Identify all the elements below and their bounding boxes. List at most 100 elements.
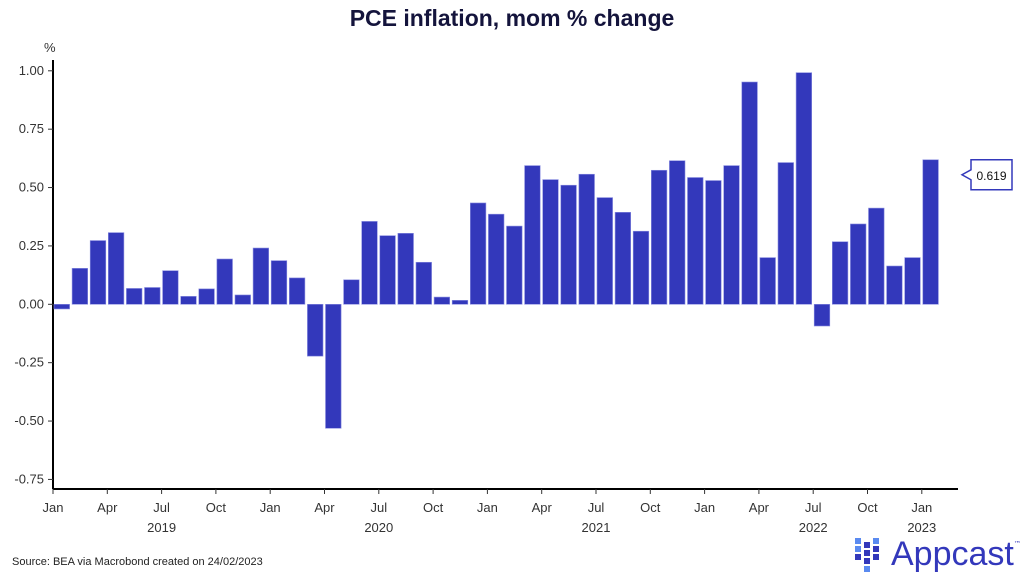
bar: [361, 221, 378, 305]
chart-title: PCE inflation, mom % change: [349, 5, 675, 31]
y-tick-label: 0.25: [19, 238, 44, 253]
y-tick-label: 0.75: [19, 121, 44, 136]
x-year-label: 2023: [907, 520, 936, 535]
bar: [234, 294, 251, 305]
x-year-label: 2021: [582, 520, 611, 535]
x-tick-label: Oct: [640, 500, 661, 515]
logo-square: [855, 538, 861, 544]
bar: [488, 213, 505, 305]
bar: [53, 303, 70, 310]
bar: [741, 81, 758, 305]
bar: [542, 179, 559, 305]
x-tick-label: Jan: [260, 500, 281, 515]
source-note: Source: BEA via Macrobond created on 24/…: [12, 556, 263, 568]
appcast-logo-icon: [855, 536, 885, 572]
bar: [795, 72, 812, 305]
bar: [433, 296, 451, 305]
bar: [451, 300, 469, 305]
x-tick-label: Apr: [532, 500, 553, 515]
x-year-label: 2022: [799, 520, 828, 535]
x-axis: Jan Apr Jul Oct Jan Apr Jul Oct Jan Apr Jul Oct Jan A…: [43, 488, 958, 535]
bar: [813, 303, 831, 327]
x-tick-label: Apr: [749, 500, 770, 515]
bar: [415, 261, 432, 305]
y-tick-label: -0.75: [14, 471, 44, 486]
callout-box: [960, 159, 1013, 191]
x-tick-label: Apr: [97, 500, 118, 515]
y-tick-label: 1.00: [19, 63, 44, 78]
bar: [325, 303, 342, 429]
x-year-label: 2020: [364, 520, 393, 535]
value-callout: 0.619: [960, 159, 1013, 191]
bar: [777, 162, 794, 305]
bar: [307, 303, 324, 357]
x-tick-label: Jul: [588, 500, 605, 515]
bar: [886, 265, 903, 305]
bar: [506, 225, 523, 305]
y-tick-label: -0.25: [14, 355, 44, 370]
x-tick-label: Jan: [911, 500, 932, 515]
bar: [596, 197, 613, 305]
x-tick-label: Jan: [43, 500, 64, 515]
y-tick-label: -0.50: [14, 413, 44, 428]
logo-square: [864, 566, 870, 572]
logo-square: [873, 538, 879, 544]
bar: [71, 268, 88, 305]
bar: [868, 207, 885, 305]
x-year-label: 2019: [147, 520, 176, 535]
bar: [469, 202, 487, 305]
logo-text: Appcast: [891, 535, 1014, 573]
logo-square: [873, 546, 879, 552]
logo-square: [855, 554, 861, 560]
x-tick-label: Jul: [153, 500, 170, 515]
bar: [180, 296, 197, 305]
x-tick-label: Jan: [694, 500, 715, 515]
bar: [216, 258, 233, 305]
x-tick-label: Apr: [314, 500, 335, 515]
bar: [89, 240, 107, 305]
bar: [162, 270, 179, 305]
bar: [252, 247, 270, 305]
bar: [198, 288, 215, 305]
bar: [343, 279, 360, 305]
bar: [669, 160, 686, 305]
bar: [126, 288, 143, 305]
x-tick-label: Oct: [857, 500, 878, 515]
bar: [379, 235, 396, 305]
y-axis-unit-label: %: [44, 40, 56, 55]
bar: [288, 277, 306, 305]
bar: [650, 169, 668, 305]
bar: [144, 287, 161, 305]
bar: [524, 165, 541, 305]
x-tick-label: Oct: [206, 500, 227, 515]
callout-label: 0.619: [976, 169, 1006, 183]
bar: [922, 159, 939, 305]
bar: [578, 173, 595, 305]
bar: [614, 212, 631, 305]
logo-square: [864, 558, 870, 564]
bar: [723, 165, 740, 305]
bar: [108, 232, 125, 305]
y-tick-label: 0.50: [19, 180, 44, 195]
x-tick-label: Jul: [370, 500, 387, 515]
bar: [904, 257, 921, 305]
bar: [850, 223, 867, 305]
bar: [632, 230, 650, 305]
x-tick-label: Jan: [477, 500, 498, 515]
logo-square: [873, 554, 879, 560]
y-tick-label: 0.00: [19, 296, 44, 311]
logo-square: [855, 546, 861, 552]
bar: [687, 177, 704, 305]
bar: [759, 257, 776, 305]
logo-trademark: ™: [1013, 540, 1021, 548]
y-axis: %1.00 0.75 0.50 0.25 0.00 -0.25 -0.50 -0.75: [14, 40, 56, 489]
logo-square: [864, 550, 870, 556]
bars: [53, 72, 939, 429]
bar: [560, 184, 577, 305]
x-tick-label: Oct: [423, 500, 444, 515]
bar: [397, 233, 414, 305]
bar: [270, 260, 288, 305]
x-tick-label: Jul: [805, 500, 822, 515]
appcast-logo: Appcast ™: [855, 536, 1021, 572]
